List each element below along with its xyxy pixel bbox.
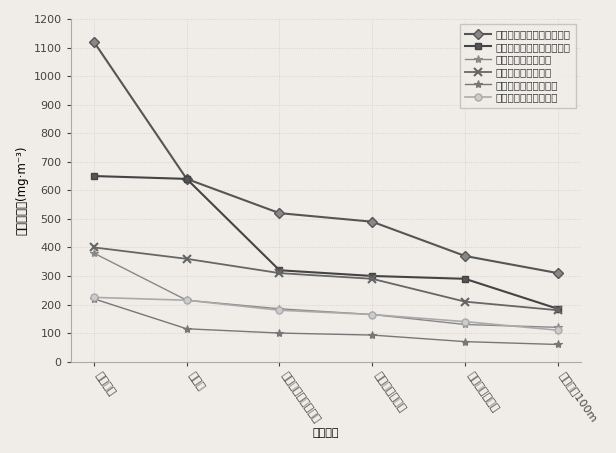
抑尘剂喷雾时全尘浓度 [461, 339, 469, 344]
清水喷雾时全尘浓度 [554, 325, 562, 330]
抑尘剂喷雾时全尘浓度 [368, 333, 376, 338]
未采取任何措施时呼尘浓度 [368, 273, 376, 279]
Y-axis label: 粉尘浓度／(mg·m⁻³): 粉尘浓度／(mg·m⁻³) [15, 145, 28, 235]
抑尘剂喷雾时全尘浓度 [183, 326, 190, 332]
抑尘剂喷雾时全尘浓度 [276, 330, 283, 336]
清水喷雾时全尘浓度 [461, 322, 469, 327]
抑尘剂喷雾时全尘浓度 [554, 342, 562, 347]
抑尘剂喷雾时呼尘浓度 [90, 294, 97, 300]
Line: 清水喷雾时呼尘浓度: 清水喷雾时呼尘浓度 [90, 243, 562, 314]
未采取任何措施时全尘浓度 [461, 253, 469, 259]
未采取任何措施时呼尘浓度 [276, 268, 283, 273]
抑尘剂喷雾时呼尘浓度 [183, 298, 190, 303]
清水喷雾时呼尘浓度 [90, 245, 97, 250]
清水喷雾时呼尘浓度 [276, 270, 283, 276]
Line: 未采取任何措施时全尘浓度: 未采取任何措施时全尘浓度 [91, 39, 561, 277]
清水喷雾时全尘浓度 [183, 298, 190, 303]
未采取任何措施时呼尘浓度 [183, 176, 190, 182]
未采取任何措施时全尘浓度 [554, 270, 562, 276]
未采取任何措施时全尘浓度 [368, 219, 376, 224]
未采取任何措施时呼尘浓度 [90, 173, 97, 179]
清水喷雾时全尘浓度 [90, 251, 97, 256]
抑尘剂喷雾时呼尘浓度 [368, 312, 376, 317]
Line: 抑尘剂喷雾时全尘浓度: 抑尘剂喷雾时全尘浓度 [90, 294, 562, 349]
Line: 清水喷雾时全尘浓度: 清水喷雾时全尘浓度 [90, 249, 562, 332]
清水喷雾时全尘浓度 [368, 312, 376, 317]
未采取任何措施时全尘浓度 [276, 211, 283, 216]
未采取任何措施时呼尘浓度 [461, 276, 469, 281]
未采取任何措施时全尘浓度 [183, 176, 190, 182]
未采取任何措施时呼尘浓度 [554, 306, 562, 312]
清水喷雾时呼尘浓度 [183, 256, 190, 261]
抑尘剂喷雾时全尘浓度 [90, 296, 97, 302]
抑尘剂喷雾时呼尘浓度 [554, 328, 562, 333]
X-axis label: 测尘位置: 测尘位置 [312, 428, 339, 438]
未采取任何措施时全尘浓度 [90, 39, 97, 44]
Line: 抑尘剂喷雾时呼尘浓度: 抑尘剂喷雾时呼尘浓度 [91, 294, 561, 334]
清水喷雾时呼尘浓度 [554, 308, 562, 313]
清水喷雾时呼尘浓度 [461, 299, 469, 304]
清水喷雾时全尘浓度 [276, 306, 283, 312]
抑尘剂喷雾时呼尘浓度 [461, 319, 469, 324]
清水喷雾时呼尘浓度 [368, 276, 376, 281]
Legend: 未采取任何措施时全尘浓度, 未采取任何措施时呼尘浓度, 清水喷雾时全尘浓度, 清水喷雾时呼尘浓度, 抑尘剂喷雾时全尘浓度, 抑尘剂喷雾时呼尘浓度: 未采取任何措施时全尘浓度, 未采取任何措施时呼尘浓度, 清水喷雾时全尘浓度, 清… [460, 24, 576, 108]
抑尘剂喷雾时呼尘浓度 [276, 308, 283, 313]
Line: 未采取任何措施时呼尘浓度: 未采取任何措施时呼尘浓度 [91, 173, 561, 312]
